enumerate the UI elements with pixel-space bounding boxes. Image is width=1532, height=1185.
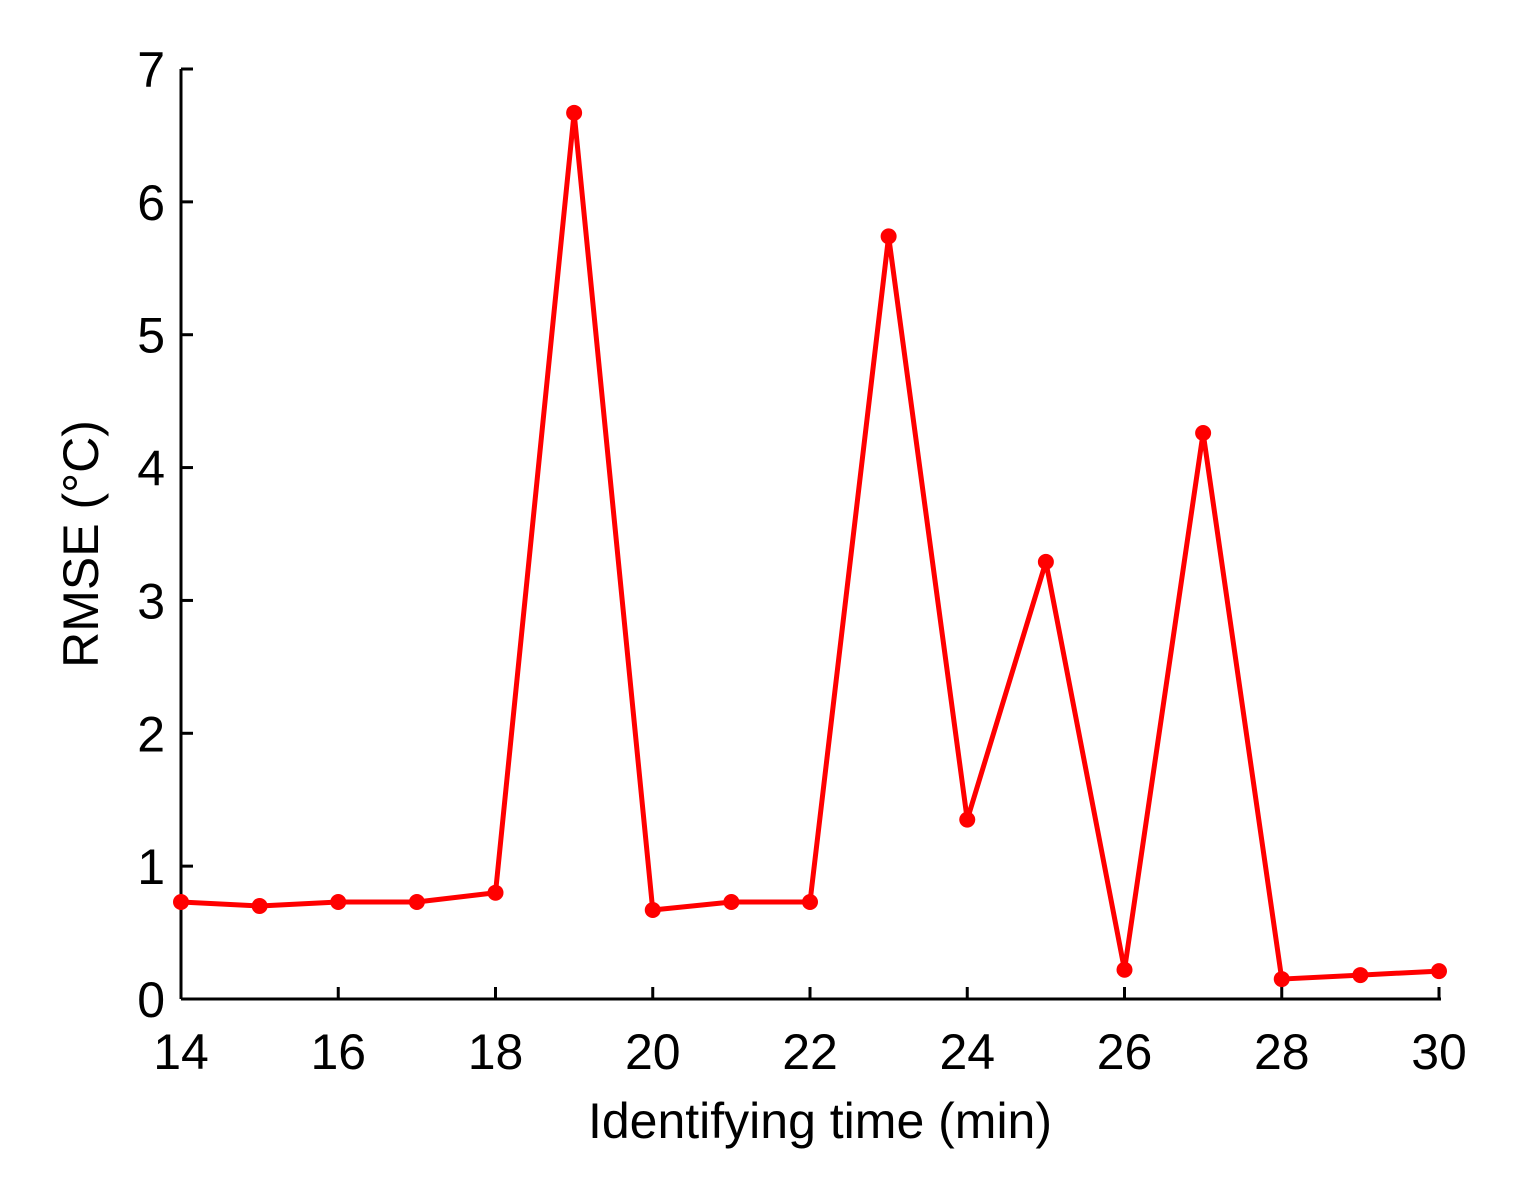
y-tick-label: 4 <box>137 441 165 497</box>
x-tick-label: 14 <box>153 1024 209 1080</box>
x-tick-label: 26 <box>1097 1024 1153 1080</box>
data-point <box>880 228 897 245</box>
data-point <box>251 898 268 914</box>
data-point <box>487 884 504 901</box>
y-tick-label: 7 <box>137 42 165 98</box>
data-point <box>408 894 425 911</box>
y-tick-label: 3 <box>137 573 165 629</box>
data-point <box>566 104 583 121</box>
data-point <box>959 811 976 828</box>
x-tick-label: 30 <box>1411 1024 1467 1080</box>
series-line <box>180 112 1440 982</box>
x-axis-ticks: 14 16 18 20 22 24 26 28 30 <box>153 987 1467 1080</box>
y-tick-label: 0 <box>137 972 165 1028</box>
data-point <box>173 894 189 911</box>
x-tick-label: 28 <box>1254 1024 1310 1080</box>
data-point <box>1195 425 1212 442</box>
y-axis-title: RMSE (°C) <box>53 420 109 668</box>
y-tick-label: 2 <box>137 706 165 762</box>
x-tick-label: 24 <box>939 1024 995 1080</box>
y-tick-label: 1 <box>137 839 165 895</box>
data-point <box>802 894 818 911</box>
x-tick-label: 20 <box>625 1024 681 1080</box>
y-tick-label: 6 <box>137 175 165 231</box>
x-axis-title: Identifying time (min) <box>588 1093 1052 1149</box>
axes <box>179 69 1441 1001</box>
x-tick-label: 16 <box>310 1024 366 1080</box>
data-point <box>1273 971 1290 988</box>
data-point <box>1116 961 1133 978</box>
y-tick-label: 5 <box>137 308 165 364</box>
series-layer <box>173 104 1447 988</box>
data-point <box>330 894 347 911</box>
data-point <box>723 894 740 911</box>
x-tick-label: 18 <box>468 1024 524 1080</box>
x-tick-label: 22 <box>782 1024 838 1080</box>
data-point <box>1352 967 1369 984</box>
data-point <box>1037 553 1054 570</box>
y-axis-ticks: 0 1 2 3 4 5 6 7 <box>137 42 193 1028</box>
data-point <box>644 901 661 918</box>
data-point <box>1431 963 1447 980</box>
